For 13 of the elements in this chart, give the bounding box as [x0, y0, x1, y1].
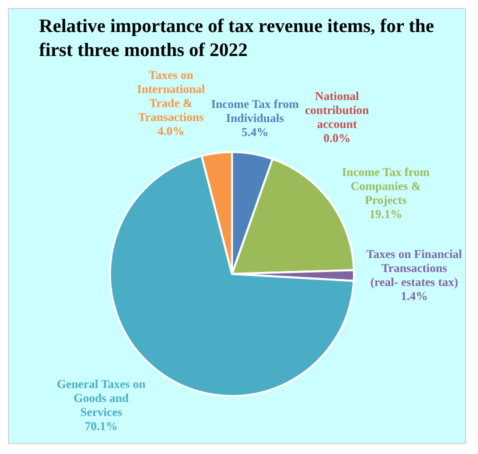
slice-label: Income Tax from Companies & Projects — [342, 164, 430, 207]
slice-label: Taxes on Financial Transactions (real- estates tax) — [366, 246, 463, 289]
chart-title: Relative importance of tax revenue items, for the first three months of 2022 — [38, 15, 436, 63]
slice-label: Income Tax from Individuals — [211, 97, 299, 126]
data-label: 19.1% — [369, 206, 402, 221]
text: 0.0% — [323, 130, 350, 145]
slice-label: Taxes on International Trade & Transactions — [136, 68, 206, 124]
data-label: 5.4% — [241, 125, 268, 140]
data-label: 1.4% — [400, 288, 428, 303]
category-label: National contribution account — [304, 88, 369, 131]
slice-label: General Taxes on Goods and Services — [56, 377, 146, 420]
data-label: 4.0% — [157, 124, 184, 138]
data-label: 70.1% — [84, 419, 118, 434]
